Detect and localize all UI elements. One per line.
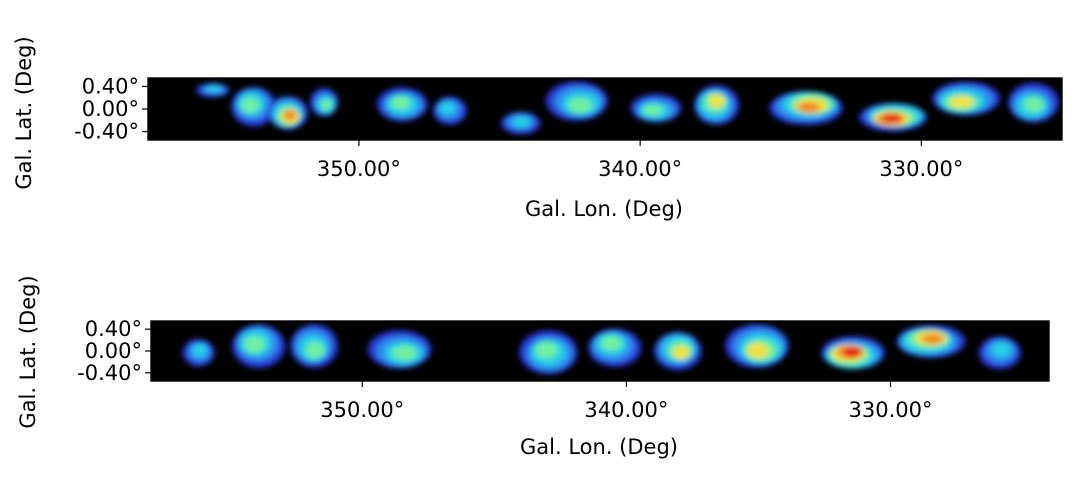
emission-contour <box>922 333 944 345</box>
emission-contour <box>797 102 821 113</box>
emission-contour <box>512 116 531 127</box>
emission-region <box>1008 82 1059 123</box>
y-axis-label: Gal. Lat. (Deg) <box>12 36 36 189</box>
y-tick-label: -0.40° <box>74 120 139 144</box>
emission-region <box>725 323 789 368</box>
emission-region <box>978 336 1021 370</box>
emission-contour <box>241 97 259 113</box>
emission-contour <box>320 99 332 111</box>
emission-region <box>654 332 702 371</box>
x-axis-label: Gal. Lon. (Deg) <box>525 197 683 221</box>
emission-region <box>694 85 740 125</box>
x-tick-label: 350.00° <box>317 157 401 181</box>
emission-region <box>195 83 230 98</box>
emission-contour <box>642 104 663 116</box>
emission-region <box>545 81 608 121</box>
emission-region <box>310 88 339 117</box>
emission-region <box>376 87 428 122</box>
emission-contour <box>882 113 903 122</box>
emission-region <box>232 324 286 369</box>
x-tick-label: 340.00° <box>584 398 668 422</box>
emission-contour <box>992 342 1012 357</box>
emission-region <box>588 328 642 367</box>
emission-region <box>932 81 1001 116</box>
x-tick-label: 340.00° <box>598 157 682 181</box>
emission-contour <box>709 94 725 108</box>
emission-contour <box>244 336 265 353</box>
emission-region <box>231 87 277 127</box>
emission-contour <box>440 101 456 115</box>
heatmap-chart-top: Gal. Lat. (Deg) 0.40°0.00°-0.40° 350.00°… <box>12 36 1063 221</box>
emission-contour <box>601 335 622 351</box>
x-axis-label: Gal. Lon. (Deg) <box>520 435 678 459</box>
emission-region <box>896 324 966 358</box>
emission-contour <box>950 96 974 108</box>
emission-region <box>769 91 843 125</box>
heatmap-chart-bottom: Gal. Lat. (Deg) 0.40°0.00°-0.40° 350.00°… <box>16 275 1050 459</box>
emission-region <box>182 339 215 367</box>
emission-contour <box>747 343 769 359</box>
emission-contour <box>283 109 297 121</box>
y-tick-label: -0.40° <box>77 361 142 385</box>
emission-region <box>821 336 885 369</box>
emission-contour <box>535 341 558 359</box>
emission-contour <box>390 96 411 110</box>
y-tick-label: 0.40° <box>85 317 142 341</box>
emission-contour <box>672 346 690 360</box>
y-tick-label: 0.40° <box>82 74 139 98</box>
emission-region <box>268 95 308 130</box>
emission-region <box>433 96 467 125</box>
y-tick-label: 0.00° <box>85 339 142 363</box>
emission-region <box>367 330 432 369</box>
heatmap-panel-bottom: Gal. Lat. (Deg) 0.40° 0.00° -0.40° 350.00°… <box>0 240 1080 479</box>
x-tick-label: 330.00° <box>879 157 963 181</box>
emission-region <box>290 324 339 368</box>
emission-region <box>630 93 682 123</box>
emission-contour <box>206 85 222 93</box>
y-axis-label: Gal. Lat. (Deg) <box>16 275 40 428</box>
emission-region <box>519 330 578 375</box>
heatmap-panel-top: Gal. Lat. (Deg) 0.40° 0.00° -0.40° 350.00°… <box>12 36 1063 221</box>
emission-region <box>859 103 927 132</box>
emission-contour <box>305 341 325 359</box>
emission-contour <box>192 344 207 357</box>
emission-contour <box>1024 96 1044 113</box>
x-tick-label: 330.00° <box>849 398 933 422</box>
emission-region <box>501 111 541 135</box>
emission-contour <box>568 97 592 114</box>
x-tick-label: 350.00° <box>320 398 404 422</box>
emission-contour <box>843 347 863 358</box>
y-tick-label: 0.00° <box>82 97 139 121</box>
emission-contour <box>392 345 417 361</box>
